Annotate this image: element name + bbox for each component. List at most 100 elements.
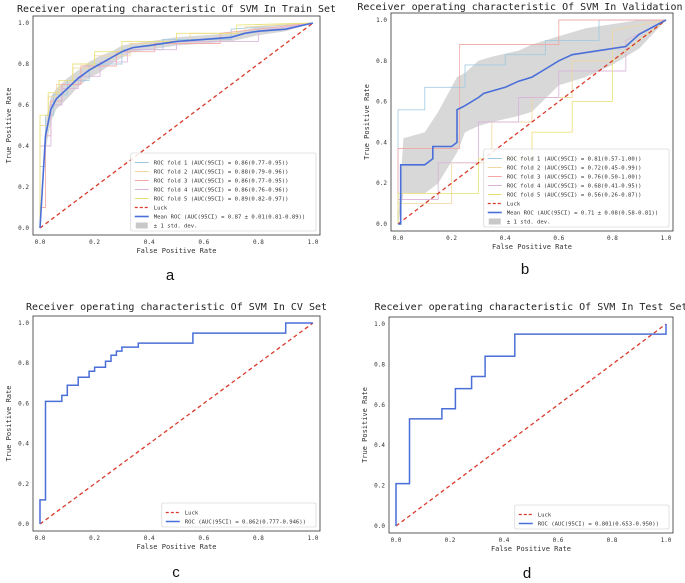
x-tick-label: 0.4 — [499, 537, 510, 544]
x-tick-label: 0.2 — [446, 235, 457, 242]
legend-fold-5-label: ROC fold 5 (AUC(95CI) = 0.56(0.26-0.87)) — [507, 193, 642, 199]
y-tick-label: 0.2 — [18, 184, 29, 191]
legend-roc-label: ROC (AUC(95CI) = 0.801(0.653-0.950)) — [538, 522, 659, 528]
mean-roc-line — [398, 19, 667, 225]
y-tick-label: 1.0 — [374, 321, 385, 328]
x-axis-label: False Positive Rate — [136, 543, 216, 551]
y-tick-label: 0.4 — [376, 139, 387, 146]
x-tick-label: 0.0 — [35, 535, 46, 542]
panel-letter: d — [523, 565, 531, 582]
legend-luck-label: Luck — [507, 202, 521, 208]
roc-fold-4-line — [39, 22, 314, 228]
legend: Luck ROC (AUC(95CI) = 0.862(0.777-0.946)) — [161, 502, 317, 528]
legend-box — [161, 502, 317, 528]
mean-roc-line — [39, 22, 314, 229]
x-tick-label: 0.6 — [198, 535, 209, 542]
x-tick-label: 0.8 — [253, 239, 264, 246]
chart-panel-b: Receiver operating characteristic Of SVM… — [357, 2, 685, 278]
roc-fold-5-line — [39, 22, 314, 228]
x-tick-label: 0.4 — [144, 239, 155, 246]
x-tick-label: 1.0 — [661, 537, 672, 544]
x-tick-label: 0.6 — [553, 235, 564, 242]
y-tick-label: 0.0 — [18, 225, 29, 232]
y-tick-label: 0.6 — [374, 402, 385, 409]
y-axis-label: True Positive Rate — [5, 88, 13, 164]
legend-fold-4-label: ROC fold 4 (AUC(95CI) = 0.68(0.41-0.95)) — [507, 184, 642, 190]
legend-fold-1-label: ROC fold 1 (AUC(95CI) = 0.81(0.57-1.00)) — [507, 157, 642, 163]
legend-box — [514, 504, 670, 530]
legend-std-band-label: ± 1 std. dev. — [507, 220, 551, 226]
x-axis-label: False Positive Rate — [491, 545, 571, 553]
x-tick-label: 0.0 — [393, 235, 404, 242]
panel-letter: b — [521, 261, 529, 278]
legend: Luck ROC (AUC(95CI) = 0.801(0.653-0.950)) — [514, 504, 670, 530]
legend-luck-label: Luck — [538, 513, 552, 519]
x-tick-label: 1.0 — [308, 239, 319, 246]
luck-line — [397, 19, 667, 225]
legend-box — [483, 148, 670, 228]
y-axis-label: True Positive Rate — [361, 387, 369, 463]
y-tick-label: 0.2 — [18, 481, 29, 488]
y-tick-label: 1.0 — [18, 20, 29, 27]
legend-luck-label: Luck — [185, 511, 199, 517]
x-tick-label: 0.8 — [253, 535, 264, 542]
legend-fold-2-label: ROC fold 2 (AUC(95CI) = 0.88(0.79-0.96)) — [154, 170, 289, 176]
x-axis-label: False Positive Rate — [492, 243, 572, 251]
x-tick-label: 0.4 — [500, 235, 511, 242]
legend-std-band-label: ± 1 std. dev. — [154, 224, 198, 230]
x-tick-label: 0.8 — [607, 537, 618, 544]
x-tick-label: 0.0 — [391, 537, 402, 544]
y-tick-label: 0.8 — [374, 361, 385, 368]
chart-title: Receiver operating characteristic Of SVM… — [357, 2, 685, 13]
y-tick-label: 0.4 — [18, 143, 29, 150]
y-tick-label: 0.0 — [18, 521, 29, 528]
x-tick-label: 0.0 — [35, 239, 46, 246]
x-tick-label: 0.2 — [89, 535, 100, 542]
x-tick-label: 0.6 — [553, 537, 564, 544]
legend-std-band-swatch — [488, 218, 501, 225]
roc-fold-1-line — [397, 19, 666, 224]
luck-line — [395, 323, 667, 527]
y-tick-label: 0.4 — [374, 442, 385, 449]
legend-fold-4-label: ROC fold 4 (AUC(95CI) = 0.86(0.76-0.96)) — [154, 188, 289, 194]
legend-fold-3-label: ROC fold 3 (AUC(95CI) = 0.76(0.50-1.00)) — [507, 175, 642, 181]
legend-std-band-swatch — [135, 222, 148, 229]
x-tick-label: 0.6 — [198, 239, 209, 246]
x-tick-label: 1.0 — [308, 535, 319, 542]
legend-fold-1-label: ROC fold 1 (AUC(95CI) = 0.86(0.77-0.95)) — [154, 161, 289, 167]
legend: ROC fold 1 (AUC(95CI) = 0.86(0.77-0.95))… — [130, 152, 317, 232]
y-tick-label: 0.0 — [374, 523, 385, 530]
legend-roc-label: ROC (AUC(95CI) = 0.862(0.777-0.946)) — [185, 520, 306, 526]
plot-frame — [388, 316, 674, 534]
chart-title: Receiver operating characteristic Of SVM… — [374, 302, 685, 313]
legend-box — [130, 152, 317, 232]
roc-fold-4-line — [397, 19, 667, 224]
y-axis-label: True Positive Rate — [5, 386, 13, 462]
y-tick-label: 0.6 — [18, 400, 29, 407]
legend-luck-label: Luck — [154, 206, 168, 212]
y-tick-label: 0.2 — [376, 180, 387, 187]
roc-line — [39, 322, 313, 524]
x-axis-label: False Positive Rate — [136, 247, 216, 255]
plot-frame — [390, 12, 674, 232]
roc-fold-5-line — [397, 19, 667, 224]
chart-title: Receiver operating characteristic Of SVM… — [26, 302, 327, 313]
y-tick-label: 0.8 — [18, 360, 29, 367]
panel-letter: a — [166, 267, 175, 284]
x-tick-label: 0.8 — [607, 235, 618, 242]
x-tick-label: 0.4 — [144, 535, 155, 542]
panel-letter: c — [172, 564, 180, 581]
legend-fold-3-label: ROC fold 3 (AUC(95CI) = 0.86(0.77-0.95)) — [154, 179, 289, 185]
y-tick-label: 1.0 — [376, 17, 387, 24]
luck-line — [39, 22, 314, 229]
x-tick-label: 0.2 — [89, 239, 100, 246]
legend: ROC fold 1 (AUC(95CI) = 0.81(0.57-1.00))… — [483, 148, 670, 228]
chart-panel-c: Receiver operating characteristic Of SVM… — [5, 302, 327, 581]
y-tick-label: 0.8 — [376, 58, 387, 65]
y-tick-label: 0.6 — [376, 99, 387, 106]
legend-mean-roc-label: Mean ROC (AUC(95CI) = 0.71 ± 0.08(0.58-0… — [507, 211, 659, 217]
plot-frame — [32, 315, 321, 532]
legend-fold-5-label: ROC fold 5 (AUC(95CI) = 0.89(0.82-0.97)) — [154, 197, 289, 203]
y-tick-label: 0.4 — [18, 441, 29, 448]
